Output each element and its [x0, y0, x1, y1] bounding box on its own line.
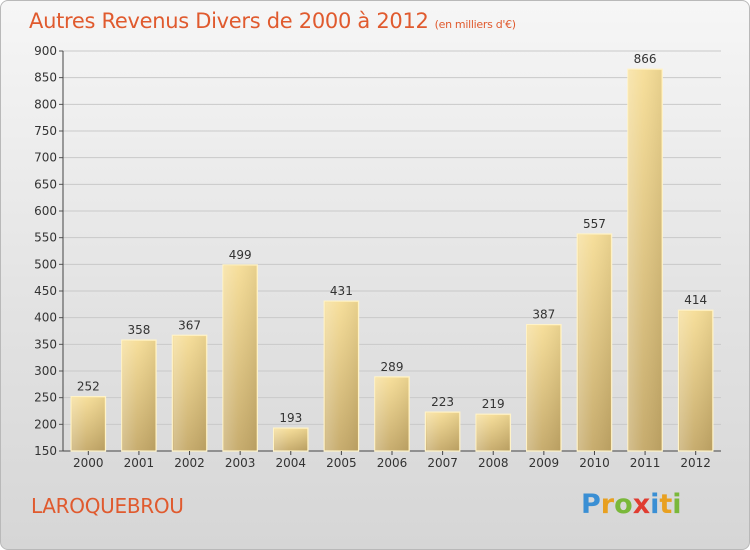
x-tick-label: 2007 [427, 456, 458, 470]
y-tick-label: 200 [34, 417, 57, 431]
x-tick-label: 2010 [579, 456, 610, 470]
bar-highlight [223, 265, 257, 451]
x-tick-label: 2005 [326, 456, 357, 470]
logo-letter: r [600, 489, 615, 520]
data-labels: 252 358 367 499 193 431 289 223 219 387 557 866 414 [77, 52, 707, 425]
data-label: 557 [583, 217, 606, 231]
data-label: 387 [532, 308, 555, 322]
data-label: 289 [381, 360, 404, 374]
commune-name: LAROQUEBROU [31, 494, 184, 518]
y-tick-label: 800 [34, 97, 57, 111]
data-label: 414 [684, 293, 707, 307]
x-tick-label: 2001 [124, 456, 155, 470]
x-tick-labels: 2000 2001 2002 2003 2004 2005 2006 2007 2008 2009… [73, 451, 711, 470]
x-tick-label: 2002 [174, 456, 205, 470]
chart-title: Autres Revenus Divers de 2000 à 2012 (en … [29, 9, 516, 33]
y-tick-label: 600 [34, 204, 57, 218]
bar-highlight [173, 336, 206, 451]
data-label: 367 [178, 318, 201, 332]
bar-highlight [578, 234, 611, 451]
y-tick-label: 250 [34, 391, 57, 405]
data-label: 358 [127, 323, 150, 337]
y-tick-label: 350 [34, 337, 57, 351]
bar-highlight [325, 302, 358, 451]
logo-letter: P [581, 489, 601, 520]
logo-letter: i [650, 489, 660, 520]
y-tick-label: 150 [34, 444, 57, 458]
chart-title-text: Autres Revenus Divers de 2000 à 2012 [29, 9, 429, 33]
x-tick-label: 2003 [225, 456, 256, 470]
x-tick-label: 2000 [73, 456, 104, 470]
logo-letter: t [659, 489, 673, 520]
y-tick-label: 550 [34, 231, 57, 245]
y-tick-label: 700 [34, 151, 57, 165]
x-tick-label: 2004 [275, 456, 306, 470]
x-tick-label: 2006 [377, 456, 408, 470]
data-label: 252 [77, 380, 100, 394]
logo-letter: o [614, 489, 633, 520]
y-tick-label: 850 [34, 71, 57, 85]
bar-highlight [679, 311, 712, 451]
y-tick-label: 450 [34, 284, 57, 298]
data-label: 219 [482, 397, 505, 411]
bar-highlight [72, 397, 105, 451]
bar-highlight [426, 413, 459, 451]
chart-subtitle: (en milliers d'€) [434, 18, 516, 31]
data-label: 193 [279, 411, 302, 425]
x-tick-label: 2008 [478, 456, 509, 470]
y-tick-labels: 150 200 250 300 350 400 450 500 550 600 650 700 750 8… [34, 44, 57, 458]
data-label: 223 [431, 395, 454, 409]
x-tick-label: 2009 [529, 456, 560, 470]
x-tick-label: 2012 [680, 456, 711, 470]
bar-highlight [122, 341, 156, 451]
proxiti-logo: Proxiti [581, 489, 682, 520]
bar-highlight [274, 429, 307, 451]
y-tick-label: 750 [34, 124, 57, 138]
y-tick-label: 650 [34, 177, 57, 191]
y-tick-label: 300 [34, 364, 57, 378]
y-tick-label: 400 [34, 311, 57, 325]
bar-highlight [375, 377, 409, 451]
logo-letter: x [632, 489, 651, 520]
y-tick-label: 500 [34, 257, 57, 271]
data-label: 866 [634, 52, 657, 66]
bar-highlight [628, 70, 662, 451]
bar-highlight [527, 325, 561, 451]
y-tick-label: 900 [34, 44, 57, 58]
bars [70, 68, 714, 452]
x-tick-label: 2011 [630, 456, 661, 470]
bar-highlight [477, 415, 510, 451]
logo-letter: i [672, 489, 682, 520]
data-label: 499 [229, 248, 252, 262]
data-label: 431 [330, 284, 353, 298]
